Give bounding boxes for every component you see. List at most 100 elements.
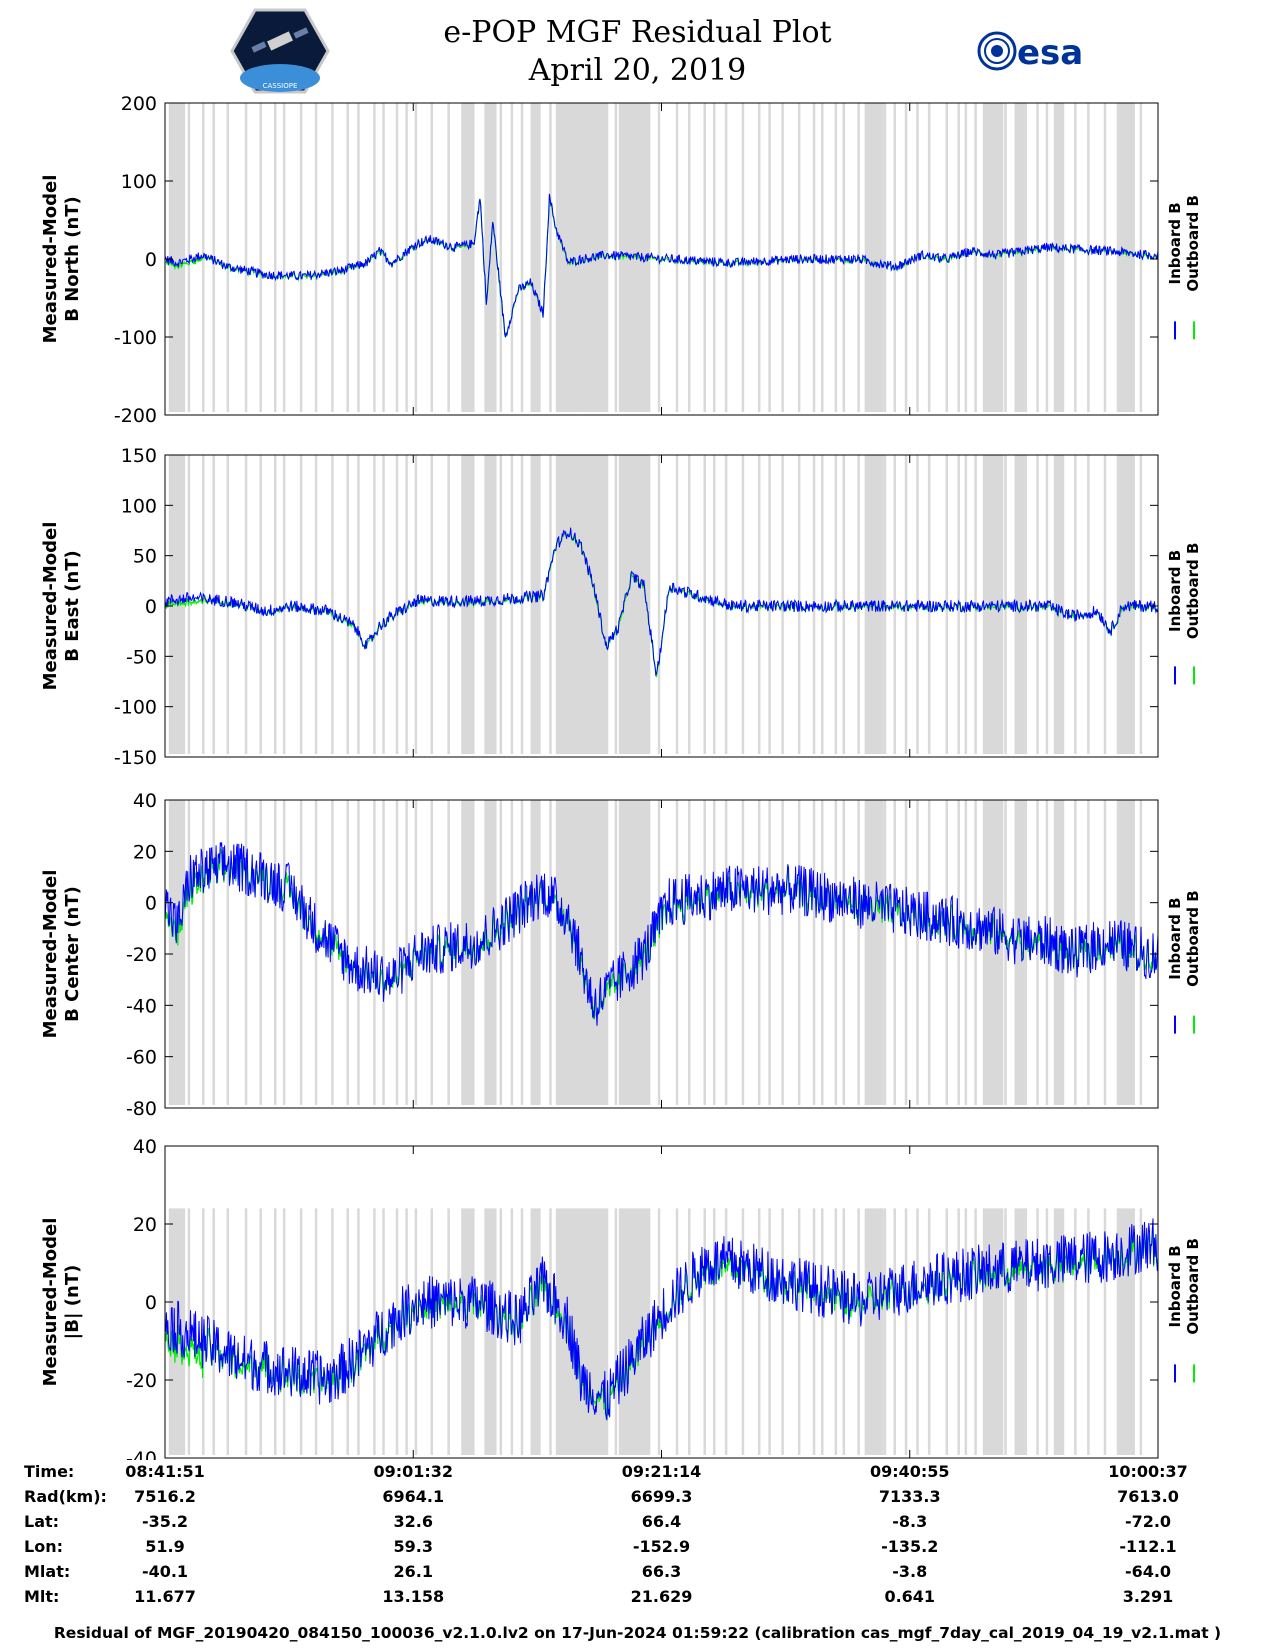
shade-line bbox=[382, 1208, 385, 1455]
y-axis-label-line-1: Measured-Model bbox=[40, 522, 61, 691]
shade-line bbox=[633, 103, 637, 412]
shade-line bbox=[484, 800, 487, 1105]
y-tick-label: 0 bbox=[145, 1292, 157, 1314]
shade-band bbox=[461, 103, 474, 412]
shade-line bbox=[904, 103, 908, 412]
info-cell: 3.291 bbox=[1122, 1587, 1174, 1606]
shade-line bbox=[414, 103, 418, 412]
shade-line bbox=[1061, 455, 1065, 754]
shade-line bbox=[1036, 103, 1039, 412]
legend-entry-inboard: Inboard B bbox=[1166, 202, 1184, 284]
shade-line bbox=[1117, 1208, 1121, 1455]
shade-line bbox=[945, 1208, 949, 1455]
shade-line bbox=[484, 103, 487, 412]
y-tick-label: -50 bbox=[126, 646, 157, 668]
shade-line bbox=[187, 800, 191, 1105]
shade-line bbox=[346, 1208, 349, 1455]
info-cell: 08:41:51 bbox=[125, 1462, 205, 1481]
shade-line bbox=[1061, 103, 1065, 412]
shade-line bbox=[883, 103, 887, 412]
shade-line bbox=[549, 1208, 552, 1455]
shade-band bbox=[168, 103, 186, 412]
y-axis-label: Measured-ModelB North (nT) bbox=[40, 175, 83, 344]
y-tick-label: -20 bbox=[126, 944, 157, 966]
y-tick-label: 150 bbox=[121, 445, 157, 467]
shade-line bbox=[904, 800, 908, 1105]
info-cell: -112.1 bbox=[1119, 1537, 1177, 1556]
info-cell: 26.1 bbox=[393, 1562, 433, 1581]
shade-band bbox=[864, 103, 884, 412]
info-row-label: Lon: bbox=[24, 1537, 63, 1556]
y-tick-label: 20 bbox=[133, 841, 157, 863]
shade-line bbox=[982, 103, 986, 412]
panel-1: 200 100 0 -100 -200 Measured-ModelB North (nT… bbox=[40, 93, 1202, 427]
y-tick-label: 200 bbox=[121, 93, 157, 115]
y-axis-label-line-1: Measured-Model bbox=[40, 175, 61, 344]
shade-line bbox=[974, 800, 977, 1105]
info-cell: 7613.0 bbox=[1117, 1487, 1179, 1506]
info-cell: -35.2 bbox=[141, 1512, 189, 1531]
shade-line bbox=[331, 455, 334, 754]
shade-line bbox=[703, 103, 706, 412]
shade-line bbox=[893, 1208, 896, 1455]
shade-band bbox=[555, 1208, 607, 1455]
shade-line bbox=[927, 1208, 931, 1455]
shade-line bbox=[781, 800, 784, 1105]
y-tick-label: 100 bbox=[121, 171, 157, 193]
shade-line bbox=[645, 800, 648, 1105]
shade-line bbox=[484, 1208, 487, 1455]
shade-line bbox=[187, 1208, 191, 1455]
shade-line bbox=[688, 1208, 691, 1455]
y-axis-label-line-2: B North (nT) bbox=[62, 196, 83, 322]
shade-line bbox=[1024, 103, 1028, 412]
shade-line bbox=[202, 455, 205, 754]
shade-line bbox=[974, 103, 977, 412]
shade-line bbox=[957, 103, 960, 412]
shade-line bbox=[623, 800, 626, 1105]
shade-band bbox=[1116, 103, 1134, 412]
shade-line bbox=[1045, 1208, 1049, 1455]
info-cell: -72.0 bbox=[1124, 1512, 1172, 1531]
info-cell: -152.9 bbox=[632, 1537, 691, 1556]
info-cell: 21.629 bbox=[630, 1587, 693, 1606]
legend: Inboard B Outboard B bbox=[1166, 890, 1202, 1034]
shade-line bbox=[633, 1208, 637, 1455]
shade-line bbox=[259, 455, 262, 754]
shade-line bbox=[1004, 1208, 1007, 1455]
shade-line bbox=[768, 1208, 771, 1455]
y-tick-label: 0 bbox=[145, 249, 157, 271]
shade-line bbox=[589, 1208, 593, 1455]
shade-band bbox=[1053, 455, 1064, 754]
shade-line bbox=[244, 800, 248, 1105]
shade-line bbox=[510, 455, 514, 754]
shade-line bbox=[212, 800, 215, 1105]
shade-band bbox=[486, 800, 497, 1105]
legend: Inboard B Outboard B bbox=[1166, 543, 1202, 685]
y-tick-label: 20 bbox=[133, 1214, 157, 1236]
shade-line bbox=[447, 1208, 450, 1455]
shade-line bbox=[566, 800, 569, 1105]
shade-line bbox=[499, 103, 503, 412]
info-cell: 32.6 bbox=[393, 1512, 433, 1531]
shade-line bbox=[1139, 1208, 1143, 1455]
shade-line bbox=[675, 800, 679, 1105]
shade-line bbox=[1036, 1208, 1039, 1455]
shade-line bbox=[712, 1208, 716, 1455]
shade-line bbox=[893, 103, 896, 412]
shade-line bbox=[314, 1208, 318, 1455]
shade-line bbox=[633, 455, 637, 754]
y-tick-label: -60 bbox=[126, 1047, 157, 1069]
shade-line bbox=[724, 1208, 728, 1455]
shade-line bbox=[244, 103, 248, 412]
data-gap-shading bbox=[168, 455, 1143, 754]
shade-line bbox=[430, 103, 434, 412]
shade-line bbox=[549, 800, 552, 1105]
shade-line bbox=[520, 1208, 524, 1455]
shade-line bbox=[757, 103, 761, 412]
info-cell: 51.9 bbox=[145, 1537, 185, 1556]
y-tick-label: 0 bbox=[145, 893, 157, 915]
shade-line bbox=[1004, 103, 1007, 412]
y-tick-label: -40 bbox=[126, 1448, 157, 1460]
shade-line bbox=[299, 800, 303, 1105]
axes-frame bbox=[164, 1145, 1159, 1459]
